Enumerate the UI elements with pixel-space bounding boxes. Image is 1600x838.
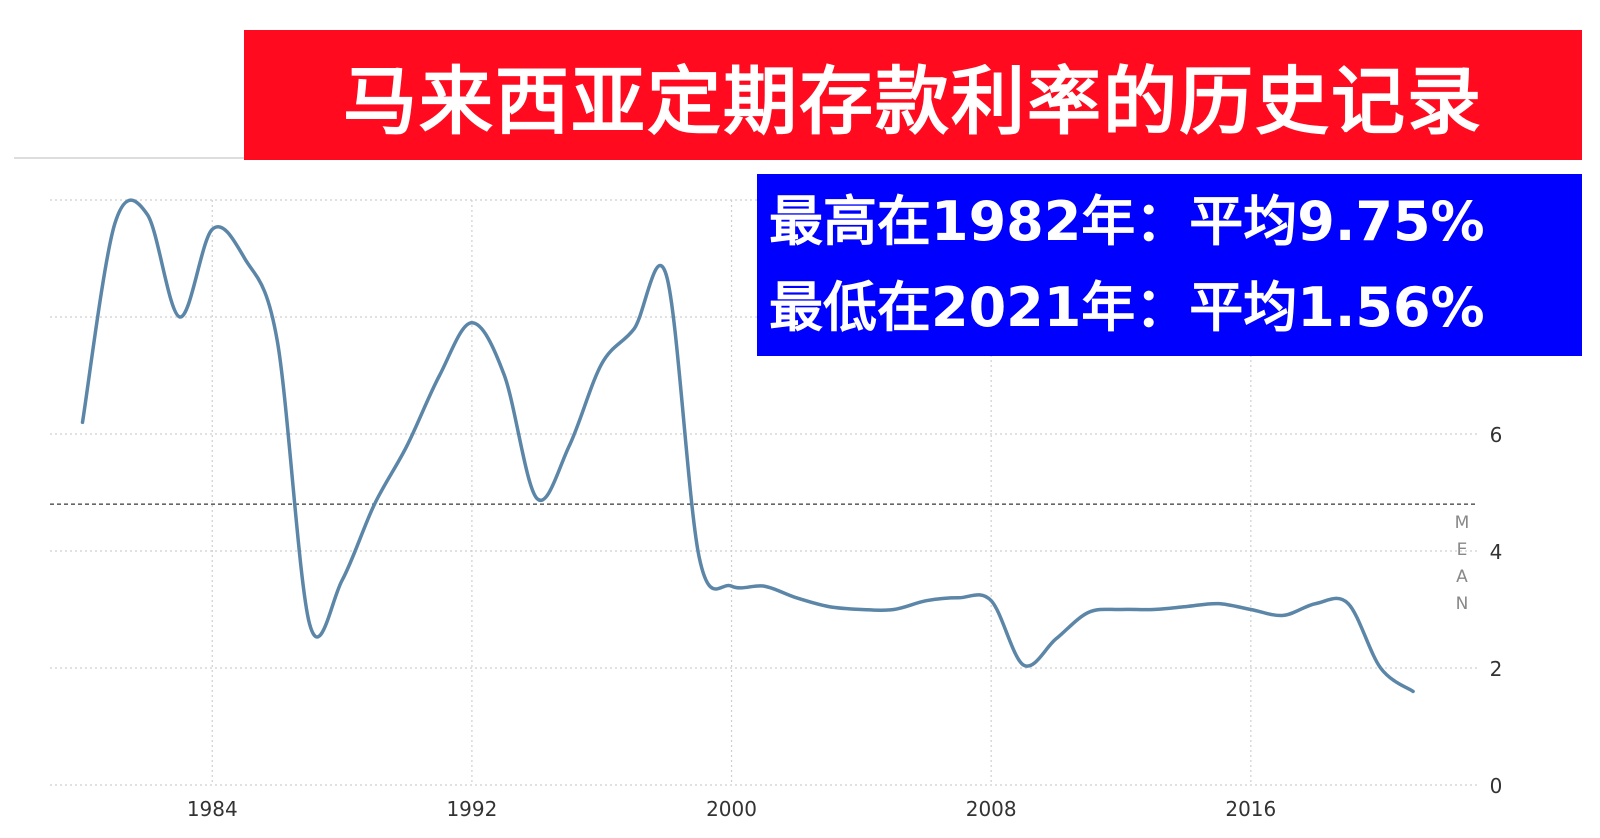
x-tick-label: 1992 [446, 797, 497, 821]
y-tick-label: 6 [1490, 423, 1503, 447]
y-tick-label: 4 [1490, 540, 1503, 564]
x-tick-label: 2008 [966, 797, 1017, 821]
annotation-highest: 最高在1982年：平均9.75% [769, 190, 1485, 253]
stats-box: 最高在1982年：平均9.75% 最低在2021年：平均1.56% [757, 174, 1582, 356]
mean-label-letter: A [1456, 567, 1468, 587]
title-banner: 马来西亚定期存款利率的历史记录 [244, 30, 1582, 160]
mean-label-letter: N [1456, 594, 1469, 614]
annotation-lowest: 最低在2021年：平均1.56% [769, 276, 1485, 339]
y-tick-label: 2 [1490, 657, 1503, 681]
x-tick-label: 1984 [187, 797, 238, 821]
x-tick-labels: 1984 1992 2000 2008 2016 [187, 797, 1276, 821]
y-tick-labels: 0 2 4 6 [1490, 423, 1503, 798]
mean-label-letter: M [1455, 513, 1470, 533]
chart-title: 马来西亚定期存款利率的历史记录 [343, 58, 1483, 145]
x-tick-label: 2000 [706, 797, 757, 821]
y-tick-label: 0 [1490, 774, 1503, 798]
x-tick-label: 2016 [1225, 797, 1276, 821]
series-line [80, 198, 1415, 694]
mean-label-letter: E [1457, 540, 1468, 560]
